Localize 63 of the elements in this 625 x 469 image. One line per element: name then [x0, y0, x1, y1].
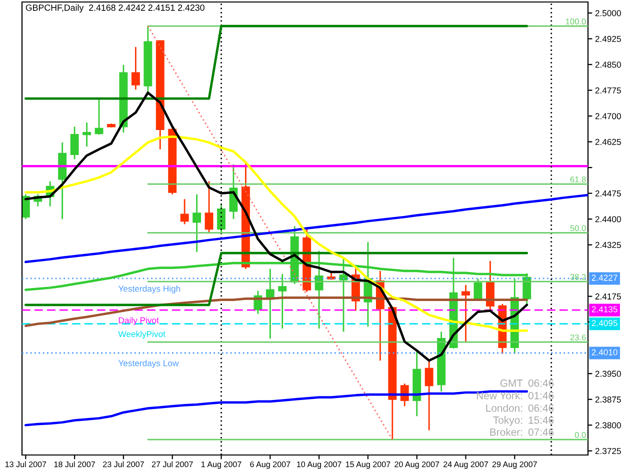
annotation: 2.4135: [592, 306, 618, 312]
y-tick-label: 2.4475: [595, 190, 621, 196]
candlestick: [70, 126, 79, 160]
x-tick-label: 10 Aug 2007: [297, 461, 342, 469]
annotation: Broker:: [490, 428, 522, 436]
x-tick-label: 1 Aug 2007: [201, 461, 242, 469]
series-label: 50.0: [570, 225, 586, 232]
x-tick-label: 18 Jul 2007: [54, 461, 95, 468]
candlestick: [204, 180, 214, 233]
candlestick: [266, 268, 274, 340]
line-series: [24, 194, 588, 264]
y-tick-label: 2.3950: [595, 370, 621, 377]
chart-title: GBPCHF,Daily 2.4168 2.4242 2.4151 2.4230: [26, 4, 204, 13]
annotation: GMT: [500, 379, 523, 387]
y-tick-label: 2.3800: [595, 422, 621, 428]
ref-line-label: Yesterdays Low: [118, 360, 179, 368]
annotation: 06:46: [528, 404, 554, 412]
candlestick: [192, 194, 202, 253]
candlestick: [424, 360, 434, 431]
annotation: 06:46: [528, 379, 554, 387]
annotation: 2.4010: [592, 349, 618, 356]
annotation: 07:46: [528, 428, 554, 436]
candlestick: [94, 98, 104, 136]
y-tick-label: 2.4925: [595, 36, 621, 42]
y-tick-label: 2.4325: [595, 242, 621, 248]
y-tick-label: 2.4775: [595, 87, 621, 94]
annotation: 2.4095: [592, 320, 618, 326]
series-label: 38.2: [570, 274, 586, 280]
candlestick: [278, 273, 287, 330]
x-tick-label: 29 Aug 2007: [492, 461, 537, 469]
y-tick-label: 2.5000: [595, 10, 621, 16]
x-tick-label: 24 Aug 2007: [444, 461, 488, 469]
x-tick-label: 13 Jul 2007: [5, 461, 46, 468]
candlestick: [462, 284, 470, 342]
series-label: 0.0: [574, 432, 586, 438]
annotation: London:: [486, 404, 522, 412]
series-label: 61.8: [570, 176, 586, 182]
y-tick-label: 2.3875: [595, 396, 621, 403]
y-tick-label: 2.4700: [595, 113, 621, 120]
x-tick-label: 27 Jul 2007: [152, 461, 193, 468]
x-tick-label: 15 Aug 2007: [346, 461, 390, 469]
ref-line-label: Yesterdays High: [118, 285, 180, 294]
series-label: 100.0: [566, 18, 586, 24]
candlestick: [180, 198, 189, 225]
annotation: New York:: [476, 392, 522, 400]
y-tick-label: 2.3725: [595, 448, 621, 454]
candlestick: [131, 46, 140, 90]
series-label: 23.6: [570, 334, 586, 340]
ref-line-label: Daily Pivot: [118, 317, 159, 326]
y-tick-label: 2.4625: [595, 138, 621, 145]
x-tick-label: 23 Jul 2007: [103, 461, 144, 468]
x-tick-label: 20 Aug 2007: [394, 461, 440, 469]
y-tick-label: 2.4400: [595, 216, 621, 222]
line-series: [24, 135, 528, 332]
candlestick: [82, 122, 92, 148]
ref-line-label: WeeklyPivot: [118, 330, 166, 339]
annotation: Tokyo:: [493, 416, 522, 426]
annotation: 15:46: [528, 416, 554, 424]
annotation: 01:46: [528, 392, 554, 400]
annotation: 2.4227: [592, 274, 618, 281]
x-tick-label: 6 Aug 2007: [250, 461, 290, 469]
y-tick-label: 2.4175: [595, 293, 621, 300]
y-tick-label: 2.4850: [595, 62, 621, 68]
